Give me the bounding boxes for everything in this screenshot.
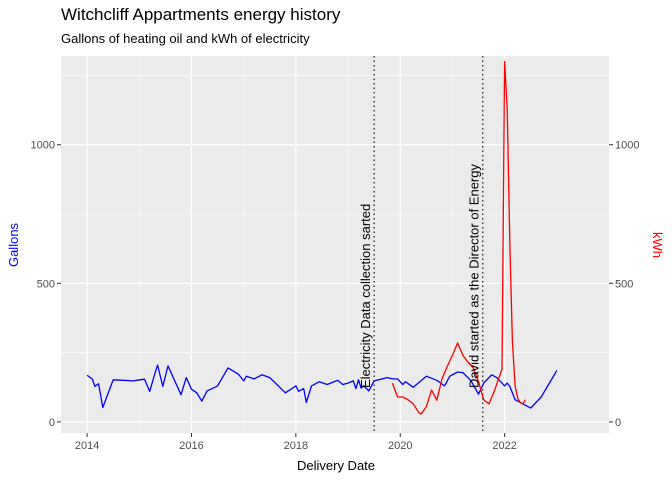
x-tick-label: 2014 [75, 440, 99, 452]
left-tick-label: 0 [49, 417, 55, 429]
left-axis-title: Gallons [6, 222, 21, 267]
right-tick-label: 1000 [615, 140, 639, 152]
x-tick-label: 2018 [284, 440, 308, 452]
minor-gridlines [61, 56, 609, 433]
x-tick-label: 2020 [388, 440, 412, 452]
left-tick-label: 1000 [31, 140, 55, 152]
left-tick-label: 500 [37, 278, 55, 290]
left-y-axis: 0 500 1000 [31, 140, 61, 429]
x-axis: 2014 2016 2018 2020 2022 [75, 433, 517, 452]
series-lines [86, 60, 558, 415]
chart-title: Witchcliff Appartments energy history [61, 5, 341, 24]
annotation-label: Electricity Data collection sarted [358, 204, 373, 388]
x-tick-label: 2016 [179, 440, 203, 452]
annotation-label: David started as the Director of Energy [467, 164, 482, 388]
right-axis-title: kWh [650, 232, 665, 258]
x-axis-title: Delivery Date [297, 458, 375, 473]
right-tick-label: 500 [615, 278, 633, 290]
plot-panel [61, 56, 609, 433]
x-tick-label: 2022 [492, 440, 516, 452]
series-line-gallons [86, 364, 558, 409]
chart-subtitle: Gallons of heating oil and kWh of electr… [61, 31, 310, 46]
right-y-axis: 0 500 1000 [609, 140, 639, 429]
annotation-labels: Electricity Data collection sarted David … [358, 164, 482, 388]
series-line-kwh [391, 60, 527, 415]
right-tick-label: 0 [615, 417, 621, 429]
